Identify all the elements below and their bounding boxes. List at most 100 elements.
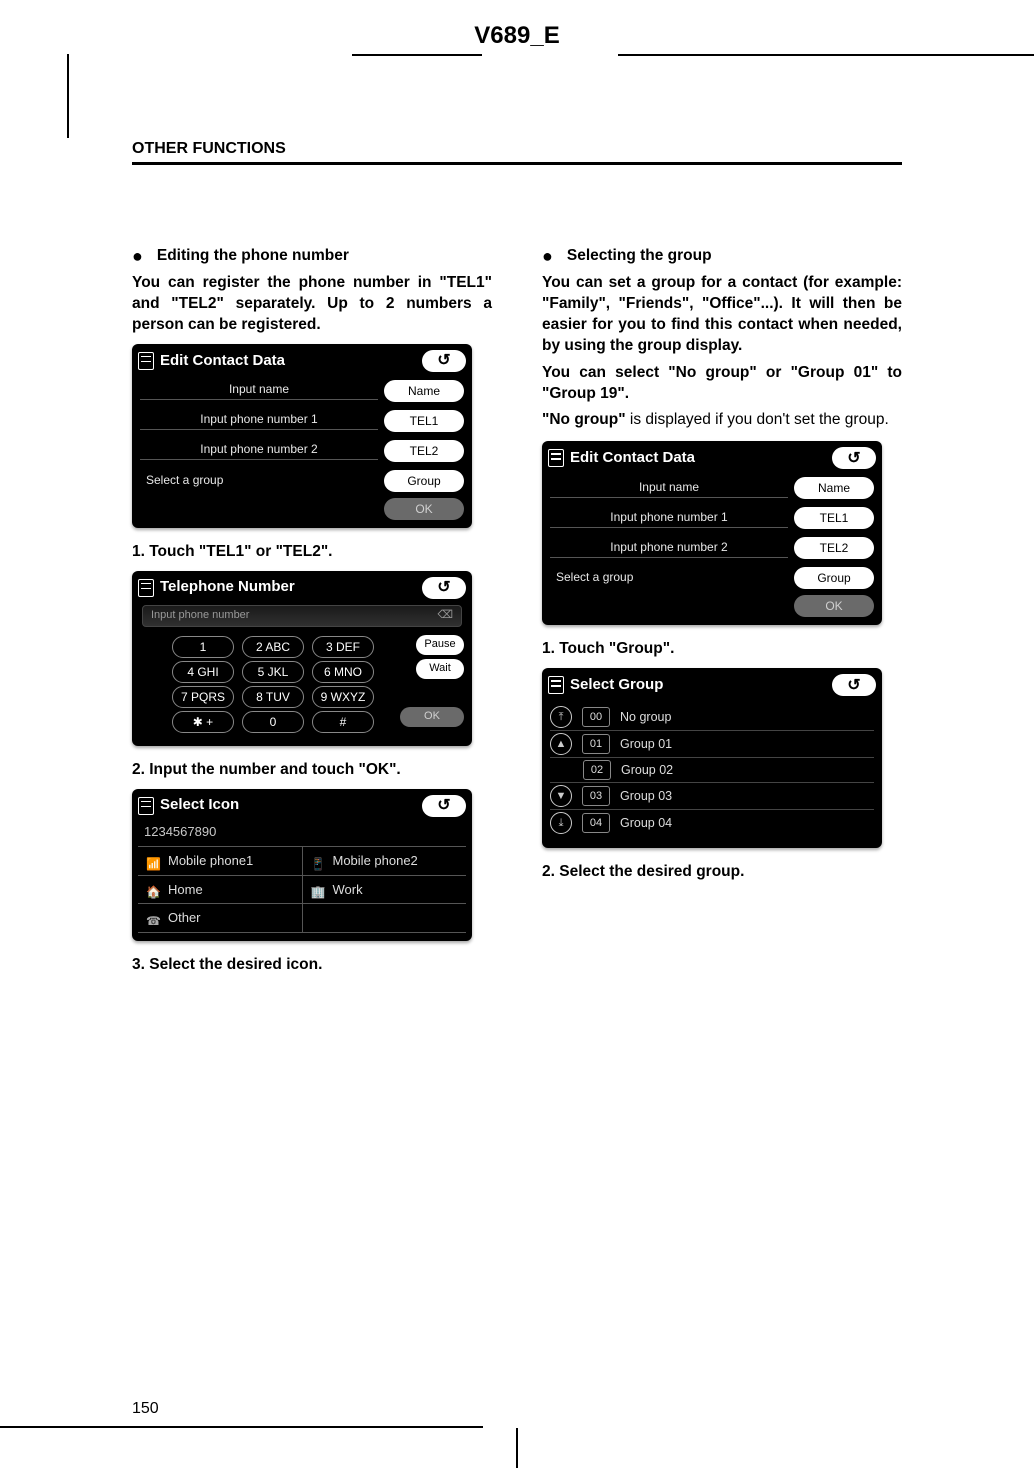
phone-input[interactable]: Input phone number ⌫: [142, 605, 462, 627]
group-list: ⤒ 00 No group ▲ 01 Group 01 02 Group 02: [548, 700, 876, 840]
key-6[interactable]: 6 MNO: [312, 661, 374, 683]
key-2[interactable]: 2 ABC: [242, 636, 304, 658]
key-5[interactable]: 5 JKL: [242, 661, 304, 683]
bullet-icon: ●: [542, 247, 553, 265]
group-label: Group 04: [620, 815, 874, 832]
screen-title: Select Icon: [138, 795, 239, 815]
entered-number: 1234567890: [138, 821, 466, 847]
delete-icon[interactable]: ⌫: [437, 608, 453, 623]
icon-label: Other: [168, 909, 201, 927]
back-button[interactable]: ↺: [422, 350, 466, 372]
icon-option-work[interactable]: 🏢 Work: [303, 876, 467, 904]
left-column: ● Editing the phone number You can regis…: [132, 246, 492, 984]
ok-button[interactable]: OK: [384, 498, 464, 520]
name-button[interactable]: Name: [794, 477, 874, 499]
bullet-text: Editing the phone number: [157, 246, 349, 267]
key-0[interactable]: 0: [242, 711, 304, 733]
wait-button[interactable]: Wait: [416, 659, 464, 679]
list-item[interactable]: ⤓ 04 Group 04: [550, 810, 874, 836]
placeholder-text: Input phone number: [151, 608, 249, 623]
back-button[interactable]: ↺: [422, 795, 466, 817]
screen-title: Telephone Number: [138, 577, 295, 597]
scroll-bottom-icon[interactable]: ⤓: [550, 812, 572, 834]
icon-option-other[interactable]: ☎ Other: [138, 904, 303, 932]
field-label: Input name: [550, 479, 788, 498]
key-1[interactable]: 1: [172, 636, 234, 658]
screenshot-edit-contact: Edit Contact Data ↺ Input name Name Inpu…: [542, 441, 882, 625]
key-9[interactable]: 9 WXYZ: [312, 686, 374, 708]
group-label: No group: [620, 709, 874, 726]
page-number: 150: [132, 1400, 159, 1418]
list-icon: [138, 579, 154, 597]
mobile-icon: 📱: [311, 856, 325, 866]
rule: [67, 54, 69, 138]
field-label: Input name: [140, 381, 378, 400]
list-item[interactable]: ⤒ 00 No group: [550, 704, 874, 731]
section-title: OTHER FUNCTIONS: [132, 140, 286, 158]
bullet-icon: ●: [132, 247, 143, 265]
icon-label: Mobile phone1: [168, 852, 253, 870]
tel2-button[interactable]: TEL2: [384, 440, 464, 462]
bullet-heading: ● Selecting the group: [542, 246, 902, 267]
group-number: 02: [583, 760, 611, 780]
field-row: Input phone number 1 TEL1: [138, 406, 466, 436]
group-button[interactable]: Group: [794, 567, 874, 589]
icon-option-home[interactable]: 🏠 Home: [138, 876, 303, 904]
screenshot-select-icon: Select Icon ↺ 1234567890 📶 Mobile phone1…: [132, 789, 472, 941]
key-star[interactable]: ✱ +: [172, 711, 234, 733]
tel2-button[interactable]: TEL2: [794, 537, 874, 559]
scroll-up-icon[interactable]: ▲: [550, 733, 572, 755]
screen-title-text: Select Icon: [160, 795, 239, 815]
scroll-down-icon[interactable]: ▼: [550, 785, 572, 807]
pause-button[interactable]: Pause: [416, 635, 464, 655]
other-icon: ☎: [146, 913, 160, 923]
icon-label: Mobile phone2: [333, 852, 418, 870]
work-icon: 🏢: [311, 884, 325, 894]
tel1-button[interactable]: TEL1: [384, 410, 464, 432]
back-button[interactable]: ↺: [832, 674, 876, 696]
key-7[interactable]: 7 PQRS: [172, 686, 234, 708]
group-number: 03: [582, 786, 610, 806]
group-number: 04: [582, 813, 610, 833]
key-3[interactable]: 3 DEF: [312, 636, 374, 658]
field-label: Input phone number 1: [140, 411, 378, 430]
icon-option-mobile1[interactable]: 📶 Mobile phone1: [138, 847, 303, 875]
ok-button[interactable]: OK: [794, 595, 874, 617]
scroll-top-icon[interactable]: ⤒: [550, 706, 572, 728]
list-item[interactable]: ▲ 01 Group 01: [550, 731, 874, 758]
rule: [132, 162, 902, 165]
step-text: 1. Touch "Group".: [542, 639, 902, 660]
icon-label: Work: [333, 881, 363, 899]
home-icon: 🏠: [146, 884, 160, 894]
list-item[interactable]: 02 Group 02: [550, 758, 874, 783]
key-4[interactable]: 4 GHI: [172, 661, 234, 683]
key-hash[interactable]: #: [312, 711, 374, 733]
group-button[interactable]: Group: [384, 470, 464, 492]
tel1-button[interactable]: TEL1: [794, 507, 874, 529]
rule: [0, 1426, 483, 1428]
icon-option-mobile2[interactable]: 📱 Mobile phone2: [303, 847, 467, 875]
key-8[interactable]: 8 TUV: [242, 686, 304, 708]
list-icon: [138, 797, 154, 815]
icon-grid: 📶 Mobile phone1 📱 Mobile phone2 🏠 Home: [138, 846, 466, 933]
back-button[interactable]: ↺: [422, 577, 466, 599]
list-icon: [548, 449, 564, 467]
rule: [352, 54, 482, 56]
step-text: 2. Input the number and touch "OK".: [132, 760, 492, 781]
bold-span: "No group": [542, 411, 626, 428]
field-row: Input phone number 1 TEL1: [548, 503, 876, 533]
ok-button[interactable]: OK: [400, 707, 464, 727]
back-button[interactable]: ↺: [832, 447, 876, 469]
field-label: Select a group: [550, 569, 788, 587]
paragraph: You can set a group for a contact (for e…: [542, 273, 902, 357]
screen-title-text: Select Group: [570, 675, 663, 695]
name-button[interactable]: Name: [384, 380, 464, 402]
doc-header: V689_E: [0, 22, 1034, 50]
screen-title-text: Telephone Number: [160, 577, 295, 597]
field-label: Input phone number 1: [550, 509, 788, 528]
field-row: Input name Name: [138, 376, 466, 406]
group-number: 01: [582, 734, 610, 754]
mobile-icon: 📶: [146, 856, 160, 866]
rule: [516, 1428, 518, 1468]
list-item[interactable]: ▼ 03 Group 03: [550, 783, 874, 810]
